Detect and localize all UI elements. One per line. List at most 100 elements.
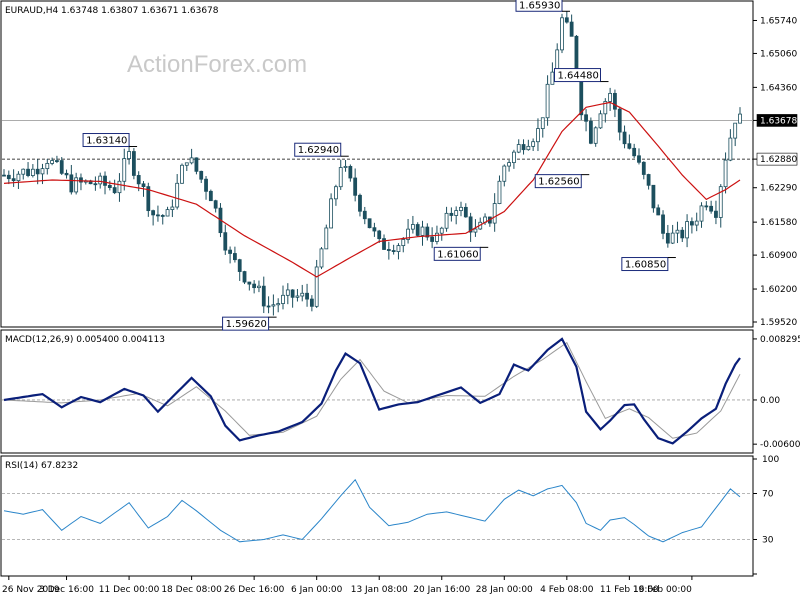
candle-body — [35, 168, 40, 175]
candle-body — [641, 161, 646, 175]
candle-body — [665, 232, 670, 244]
candle-body — [160, 215, 165, 217]
macd-label: MACD(12,26,9) 0.005400 0.004113 — [5, 335, 165, 345]
rsi-label: RSI(14) 67.8232 — [5, 461, 78, 471]
price-axis-label: 1.61580 — [760, 218, 797, 228]
current-price-tag-box — [756, 114, 798, 127]
candle-body — [11, 178, 16, 182]
candle-body — [281, 294, 285, 304]
candle-body — [502, 165, 507, 182]
price-panel-border — [0, 0, 754, 328]
candle-body — [127, 151, 131, 160]
macd-axis-label: 0.00 — [760, 396, 780, 406]
candle-body — [170, 206, 175, 211]
candle-body — [184, 162, 189, 166]
candle-body — [131, 151, 136, 176]
candlestick-series — [2, 11, 742, 316]
candle-body — [348, 165, 353, 179]
price-label-text: 1.65930 — [519, 0, 560, 11]
candle-body — [309, 298, 314, 307]
price-axis-label: 1.60900 — [760, 251, 797, 261]
candle-body — [545, 83, 550, 119]
candle-body — [353, 177, 358, 196]
candle-body — [208, 190, 213, 202]
time-axis-label: 3 Dec 16:00 — [39, 585, 94, 595]
candle-body — [593, 127, 598, 144]
candle-body — [738, 113, 742, 124]
price-label-text: 1.62560 — [538, 177, 579, 188]
candle-body — [723, 159, 728, 188]
candle-body — [362, 210, 367, 220]
candle-body — [675, 229, 680, 234]
candle-body — [64, 172, 69, 176]
rsi-axis-label: 100 — [762, 455, 779, 465]
candle-body — [718, 186, 723, 218]
candle-body — [74, 177, 79, 193]
candle-body — [564, 17, 569, 23]
candle-body — [507, 162, 511, 167]
candle-body — [637, 155, 641, 163]
candle-body — [290, 289, 295, 298]
candle-body — [603, 101, 608, 115]
candle-body — [670, 232, 675, 244]
candle-body — [26, 168, 30, 176]
rsi-line — [3, 478, 741, 543]
candle-body — [608, 92, 613, 102]
price-label-text: 1.59620 — [226, 319, 267, 330]
candle-body — [199, 170, 204, 180]
candle-body — [699, 205, 704, 222]
candle-body — [439, 227, 444, 234]
candle-body — [2, 174, 6, 177]
watermark: ActionForex.com — [127, 51, 307, 78]
candle-body — [107, 184, 112, 188]
candle-body — [391, 250, 396, 252]
candle-body — [180, 164, 184, 184]
candle-body — [709, 205, 714, 212]
candle-body — [305, 292, 309, 300]
candle-body — [521, 144, 526, 151]
candle-body — [319, 248, 324, 268]
price-label-text: 1.63140 — [86, 136, 127, 147]
candle-body — [233, 253, 237, 261]
candle-body — [468, 216, 473, 233]
time-axis-label: 4 Feb 08:00 — [540, 585, 594, 595]
candle-body — [50, 160, 55, 164]
candle-body — [694, 220, 699, 226]
candle-body — [473, 228, 478, 233]
candle-body — [646, 174, 651, 186]
candle-body — [343, 165, 348, 168]
candle-body — [276, 303, 281, 306]
candle-body — [386, 249, 391, 251]
price-axis-label: 1.65060 — [760, 49, 797, 59]
price-label-box — [433, 246, 481, 261]
current-price-tag: 1.63678 — [760, 116, 797, 126]
candle-body — [30, 168, 35, 176]
candle-body — [377, 230, 382, 240]
candle-body — [252, 283, 257, 289]
candle-body — [444, 212, 449, 229]
candle-body — [295, 295, 300, 298]
rsi-axis: 100 70 30 — [2, 455, 779, 575]
time-axis-label: 6 Jan 00:00 — [291, 585, 343, 595]
price-label-box — [621, 257, 669, 272]
candle-body — [531, 141, 536, 147]
candle-body — [689, 221, 694, 226]
support-price-tag: 1.62880 — [760, 155, 797, 165]
candle-body — [459, 206, 463, 211]
candle-body — [540, 117, 545, 129]
candle-body — [45, 163, 50, 170]
candle-body — [204, 178, 208, 192]
time-axis-label: 20 Jan 16:00 — [413, 585, 470, 595]
time-axis-label: 19 Feb 00:00 — [633, 585, 692, 595]
candle-body — [338, 167, 343, 188]
candle-body — [685, 221, 689, 239]
price-label-text: 1.61060 — [437, 249, 478, 260]
candle-body — [247, 281, 252, 285]
candle-body — [6, 174, 11, 180]
candle-body — [733, 122, 738, 139]
candle-body — [324, 227, 329, 250]
price-label-text: 1.64480 — [557, 71, 598, 82]
candle-body — [372, 227, 377, 232]
candle-body — [300, 292, 305, 297]
